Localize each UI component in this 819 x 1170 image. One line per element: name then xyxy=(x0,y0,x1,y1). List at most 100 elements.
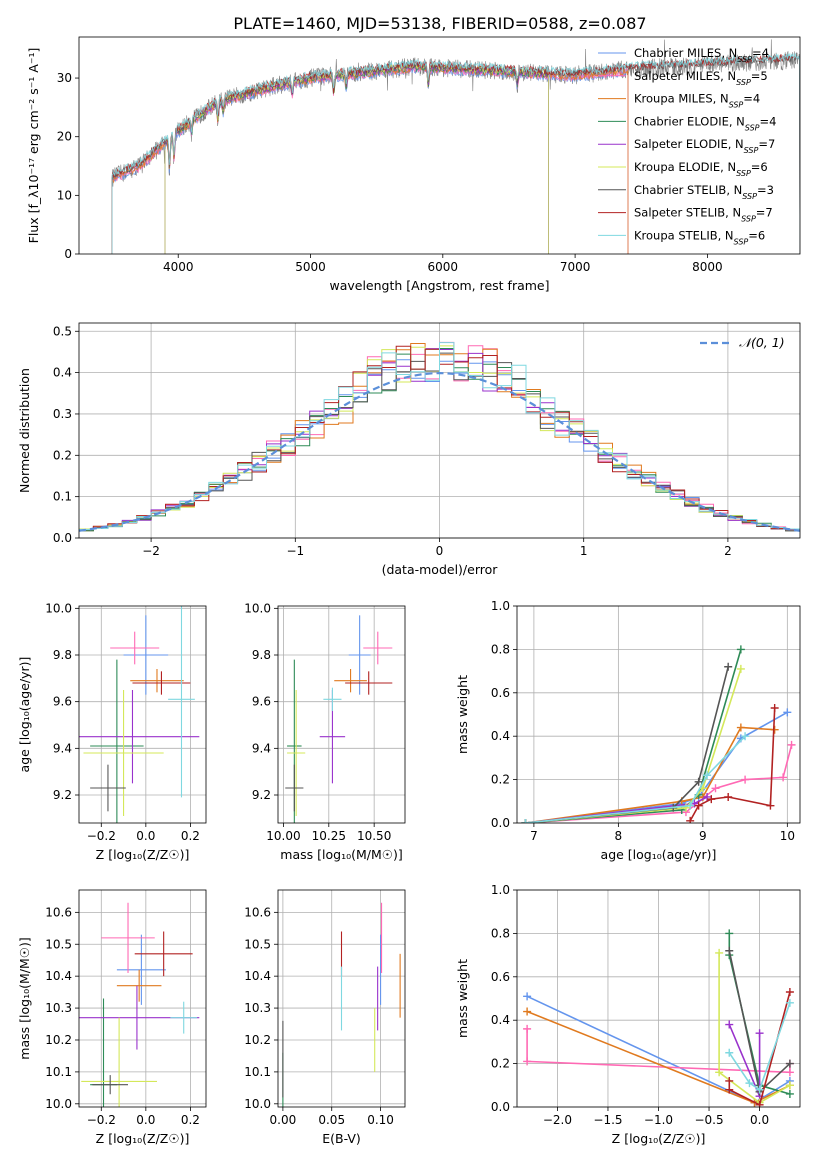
y-tick-label: 20 xyxy=(57,130,72,144)
x-axis-label: mass [log₁₀(M/M☉)] xyxy=(280,847,402,862)
legend-series-name: Chabrier ELODIE xyxy=(634,114,729,128)
weight-marker xyxy=(736,664,745,673)
weight-marker xyxy=(703,792,712,801)
weight-marker xyxy=(785,987,794,996)
x-tick-label: −0.5 xyxy=(694,1113,723,1127)
error-bar-point xyxy=(110,631,160,665)
legend-nssp: =7 xyxy=(758,137,775,151)
y-axis-label: mass weight xyxy=(455,959,470,1038)
axes-frame xyxy=(277,605,406,824)
error-bar-point xyxy=(287,690,306,816)
axes-frame xyxy=(277,889,406,1108)
legend-nssp: =6 xyxy=(748,228,765,242)
y-tick-label: 10.5 xyxy=(45,937,72,951)
weight-marker xyxy=(785,1081,794,1090)
weight-marker xyxy=(686,801,695,810)
x-tick-label: 2 xyxy=(724,544,732,558)
x-tick-label: 1 xyxy=(580,544,588,558)
histogram-step-kroupa_stelib xyxy=(79,342,800,530)
y-tick-label: 9.6 xyxy=(53,695,72,709)
y-tick-label: 10.1 xyxy=(45,1065,72,1079)
y-tick-label: 10.2 xyxy=(244,1033,271,1047)
weight-line-salpeter_miles xyxy=(526,1028,791,1074)
error-bar-point xyxy=(334,669,367,693)
legend-series-name: Salpeter ELODIE xyxy=(634,137,728,151)
plot-area xyxy=(521,645,796,823)
weight-marker xyxy=(770,703,779,712)
y-tick-label: 0.6 xyxy=(491,970,510,984)
legend-entry: Chabrier ELODIE, NSSP=4 xyxy=(634,114,776,131)
y-tick-label: 0.3 xyxy=(53,407,72,421)
weight-line-salpeter_miles xyxy=(525,744,793,823)
legend-entry: Salpeter ELODIE, NSSP=7 xyxy=(634,137,775,155)
y-tick-label: 10.0 xyxy=(244,601,271,615)
chart-residual_hist: −2 −1 0 1 2 0.0 0.1 0.2 0.3 0.4 0.5 (data-model)/er… xyxy=(17,322,801,577)
x-tick-label: 5000 xyxy=(295,260,326,274)
model-spectrum-5 xyxy=(164,62,549,254)
chart-age_vs_mass: 10.00 10.25 10.50 9.2 9.4 9.6 9.8 10.0 mass [log… xyxy=(244,601,406,862)
weight-line-salpeter_stelib xyxy=(689,707,776,822)
error-bar-point xyxy=(170,1001,198,1034)
y-tick-label: 0.5 xyxy=(53,324,72,338)
weight-marker xyxy=(725,1020,734,1029)
weight-marker xyxy=(725,946,734,955)
error-bar-point xyxy=(90,764,126,812)
y-tick-label: 10.0 xyxy=(244,1097,271,1111)
x-axis-label: E(B-V) xyxy=(322,1131,361,1146)
weight-marker xyxy=(736,723,745,732)
y-tick-label: 9.2 xyxy=(53,788,72,802)
model-spectrum-2 xyxy=(111,63,629,254)
legend-series-name: Kroupa MILES xyxy=(634,92,713,106)
x-axis-label: age [log₁₀(age/yr)] xyxy=(601,847,717,862)
y-tick-label: 1.0 xyxy=(491,883,510,897)
error-bar-point xyxy=(79,690,200,784)
weight-marker xyxy=(725,1048,734,1057)
y-tick-label: 0.2 xyxy=(491,1057,510,1071)
weight-marker xyxy=(787,740,796,749)
x-tick-label: 0.10 xyxy=(367,1113,394,1127)
weight-marker xyxy=(755,1029,764,1038)
y-tick-label: 9.6 xyxy=(252,695,271,709)
x-axis-label: wavelength [Angstrom, rest frame] xyxy=(329,278,549,293)
y-tick-label: 10.2 xyxy=(45,1033,72,1047)
error-bar-point xyxy=(123,615,169,695)
y-tick-label: 1.0 xyxy=(491,599,510,613)
weight-marker xyxy=(785,998,794,1007)
x-tick-label: −2.0 xyxy=(543,1113,572,1127)
chart-spectrum: 4000 5000 6000 7000 8000 0 10 20 30 wavelength [A… xyxy=(26,36,801,293)
weight-marker xyxy=(715,948,724,957)
y-tick-label: 10.0 xyxy=(45,601,72,615)
legend-series-name: Salpeter MILES xyxy=(634,69,720,83)
legend-nssp: =3 xyxy=(757,183,774,197)
axes-frame xyxy=(516,605,801,824)
weight-marker xyxy=(785,1068,794,1077)
y-tick-label: 10 xyxy=(57,188,72,202)
legend-entry: Kroupa MILES, NSSP=4 xyxy=(634,92,760,110)
legend-series-name: Salpeter STELIB xyxy=(634,206,725,220)
error-bar-point xyxy=(132,671,191,695)
x-axis-label: Z [log₁₀(Z/Z☉)] xyxy=(612,1131,706,1146)
error-bar-point xyxy=(363,631,393,665)
y-axis-label: mass weight xyxy=(455,675,470,754)
weight-marker xyxy=(715,1068,724,1077)
x-axis-label: (data-model)/error xyxy=(382,562,499,577)
legend-entry: Chabrier STELIB, NSSP=3 xyxy=(634,183,774,201)
y-tick-label: 9.8 xyxy=(252,648,271,662)
model-spectrum-0 xyxy=(111,66,629,254)
x-tick-label: −0.2 xyxy=(87,1113,116,1127)
x-tick-label: 10.50 xyxy=(357,829,391,843)
y-tick-label: 0.6 xyxy=(491,686,510,700)
y-tick-label: 0.1 xyxy=(53,490,72,504)
y-tick-label: 0 xyxy=(64,247,72,261)
y-tick-label: 0.2 xyxy=(491,773,510,787)
weight-line-kroupa_stelib xyxy=(525,735,746,823)
y-axis-label: Normed distribution xyxy=(17,368,32,493)
weight-marker xyxy=(703,771,712,780)
y-tick-label: 0.4 xyxy=(491,729,510,743)
axes-frame xyxy=(78,605,207,824)
weight-marker xyxy=(783,708,792,717)
x-tick-label: 0.0 xyxy=(136,829,155,843)
weight-marker xyxy=(707,795,716,804)
legend-nssp: =6 xyxy=(751,160,768,174)
